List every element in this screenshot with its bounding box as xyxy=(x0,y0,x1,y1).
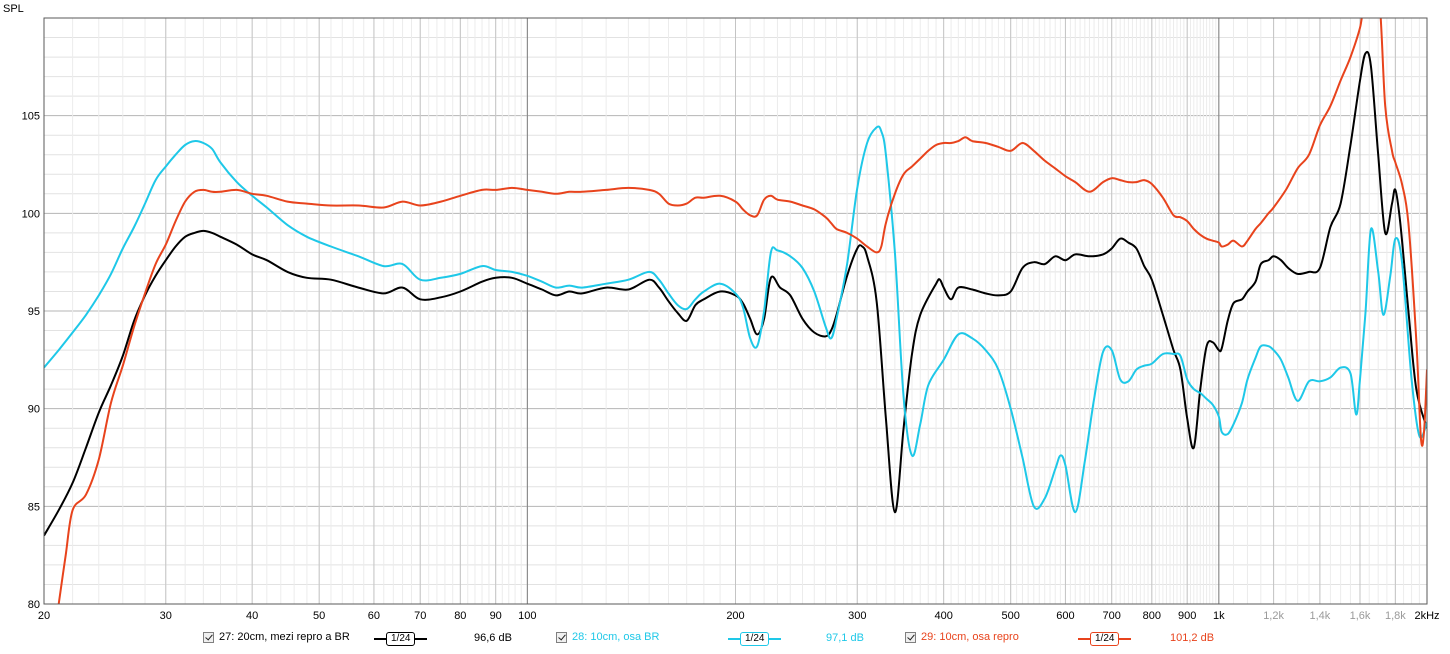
series-28-smoothing-control[interactable]: 1/24 xyxy=(728,632,782,646)
x-tick-label: 700 xyxy=(1103,610,1121,622)
x-tick-label: 70 xyxy=(414,610,426,622)
x-tick-label: 900 xyxy=(1178,610,1196,622)
y-tick-label: 95 xyxy=(28,306,40,318)
series-29-line-swatch-right xyxy=(1119,638,1132,640)
x-tick-label: 1,8k xyxy=(1385,610,1406,622)
x-tick-label: 90 xyxy=(490,610,502,622)
legend-item-28[interactable]: 28: 10cm, osa BR xyxy=(556,631,659,643)
x-tick-label: 20 xyxy=(38,610,50,622)
series-28-line-swatch-right xyxy=(769,638,782,640)
x-tick-label: 500 xyxy=(1001,610,1019,622)
y-tick-label: 85 xyxy=(28,501,40,513)
series-27-checkbox[interactable] xyxy=(203,631,214,643)
x-tick-label: 300 xyxy=(848,610,866,622)
legend-item-29[interactable]: 29: 10cm, osa repro xyxy=(905,631,1019,643)
series-28-level: 97,1 dB xyxy=(826,632,864,644)
x-tick-label: 1,6k xyxy=(1350,610,1371,622)
series-layer xyxy=(44,18,1427,604)
x-tick-label: 800 xyxy=(1143,610,1161,622)
series-29-name: 29: 10cm, osa repro xyxy=(921,631,1019,643)
y-tick-label: 80 xyxy=(28,599,40,611)
x-tick-label: 30 xyxy=(160,610,172,622)
series-27-smoothing-control[interactable]: 1/24 xyxy=(374,632,428,646)
series-28-line-swatch xyxy=(728,638,740,640)
x-tick-label: 60 xyxy=(368,610,380,622)
y-tick-label: 90 xyxy=(28,404,40,416)
series-27-level: 96,6 dB xyxy=(474,632,512,644)
frequency-response-chart: SPL 20 30 40 50 60 70 80 90 100 200 300 400 500 600 70… xyxy=(3,3,1440,622)
x-tick-label: 1,4k xyxy=(1309,610,1330,622)
x-tick-label: 40 xyxy=(246,610,258,622)
series-line-27 xyxy=(44,50,1427,537)
series-line-29 xyxy=(57,18,1427,604)
series-27-line-swatch xyxy=(374,638,386,640)
legend: 27: 20cm, mezi repro a BR 1/24 96,6 dB 2… xyxy=(0,626,1450,654)
series-29-smoothing: 1/24 xyxy=(1090,632,1120,646)
series-27-line-swatch-right xyxy=(415,638,428,640)
x-tick-label: 80 xyxy=(454,610,466,622)
series-28-smoothing: 1/24 xyxy=(740,632,770,646)
x-tick-label: 600 xyxy=(1056,610,1074,622)
x-tick-label: 400 xyxy=(934,610,952,622)
series-28-name: 28: 10cm, osa BR xyxy=(572,631,660,643)
legend-item-27[interactable]: 27: 20cm, mezi repro a BR xyxy=(203,631,350,643)
x-tick-label: 100 xyxy=(518,610,536,622)
series-28-checkbox[interactable] xyxy=(556,631,567,643)
x-tick-label: 1k xyxy=(1213,610,1225,622)
grid-layer xyxy=(43,17,1428,605)
plot-frame xyxy=(43,17,1428,605)
x-tick-label: 200 xyxy=(726,610,744,622)
tick-labels: 20 30 40 50 60 70 80 90 100 200 300 400 500 600 700 800… xyxy=(22,111,1440,622)
y-tick-label: 105 xyxy=(22,111,40,123)
series-29-checkbox[interactable] xyxy=(905,631,916,643)
series-line-28 xyxy=(44,125,1427,514)
series-29-smoothing-control[interactable]: 1/24 xyxy=(1078,632,1132,646)
x-tick-label: 1,2k xyxy=(1263,610,1284,622)
series-27-name: 27: 20cm, mezi repro a BR xyxy=(219,631,350,643)
x-tick-label: 2kHz xyxy=(1414,610,1439,622)
series-29-level: 101,2 dB xyxy=(1170,632,1215,644)
x-tick-label: 50 xyxy=(313,610,325,622)
y-tick-label: 100 xyxy=(22,208,40,220)
series-27-smoothing: 1/24 xyxy=(386,632,416,646)
y-axis-label: SPL xyxy=(3,3,24,15)
series-29-line-swatch xyxy=(1078,638,1090,640)
